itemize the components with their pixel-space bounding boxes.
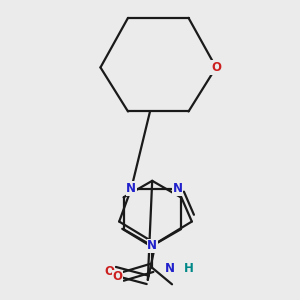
- Text: O: O: [105, 265, 115, 278]
- Text: N: N: [165, 262, 175, 275]
- Text: H: H: [184, 262, 194, 275]
- Text: O: O: [112, 270, 122, 283]
- Text: N: N: [172, 182, 182, 195]
- Text: N: N: [147, 239, 157, 252]
- Text: O: O: [211, 61, 221, 74]
- Text: N: N: [126, 182, 136, 195]
